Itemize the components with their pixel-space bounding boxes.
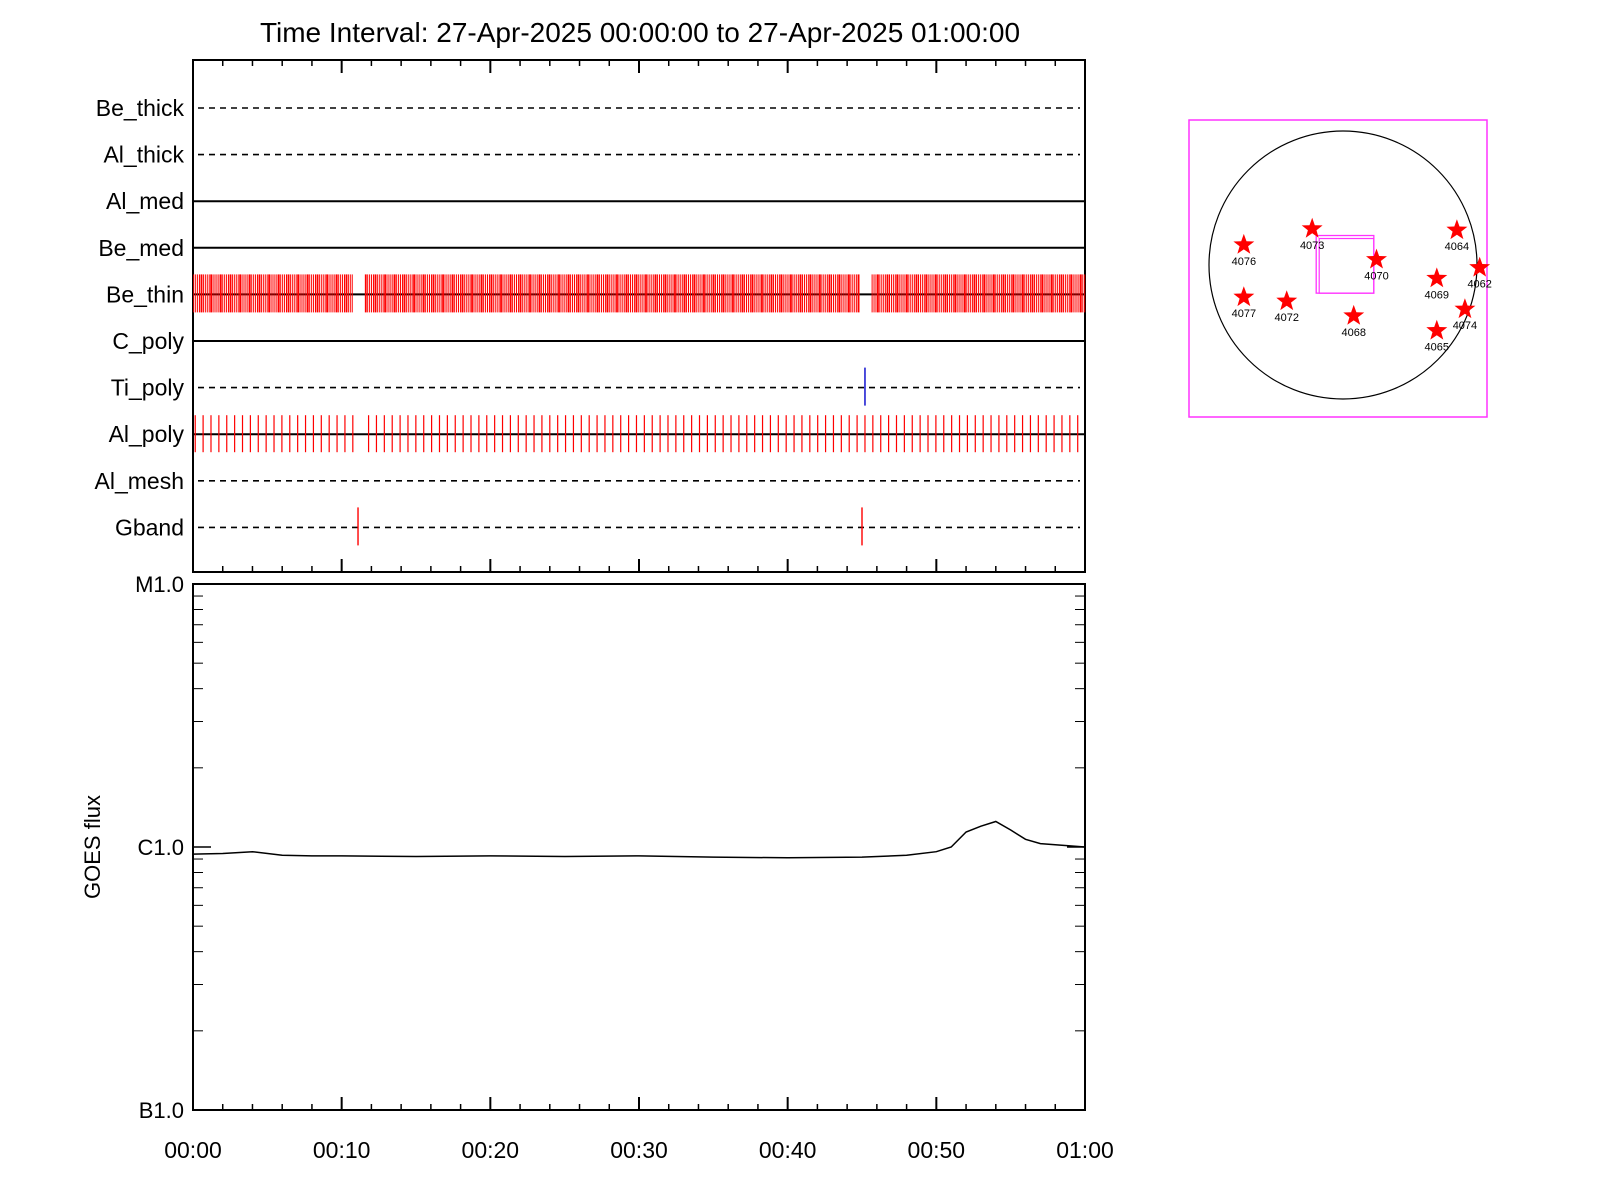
x-tick-label: 00:10: [313, 1137, 371, 1163]
sun-map-panel: 4076 4073 4070 4064 4062 4069 4077 4072 4068 4074…: [1188, 119, 1492, 418]
region-star: [1366, 248, 1387, 269]
region-label: 4069: [1425, 289, 1449, 301]
region-label: 4072: [1274, 312, 1298, 324]
x-tick-label: 01:00: [1056, 1137, 1114, 1163]
channel-label: Al_mesh: [95, 468, 184, 494]
y-axis-label: GOES flux: [80, 795, 105, 899]
region-label: 4077: [1232, 308, 1256, 320]
timeline-frame: [192, 59, 1086, 573]
region-label: 4064: [1445, 241, 1469, 253]
region-star: [1426, 267, 1448, 288]
region-star: [1454, 298, 1476, 319]
region-star: [1233, 233, 1255, 254]
region-star: [1426, 319, 1448, 340]
region-label: 4065: [1425, 342, 1449, 354]
fov-box-inner: [1318, 237, 1375, 294]
region-star: [1233, 286, 1255, 307]
region-label: 4070: [1364, 271, 1388, 283]
x-tick-label: 00:20: [462, 1137, 520, 1163]
y-tick-label: C1.0: [138, 835, 184, 860]
channel-label: Al_med: [106, 188, 184, 214]
region-star: [1343, 304, 1365, 325]
channel-label: Al_poly: [109, 421, 185, 447]
channel-label: C_poly: [112, 328, 184, 354]
region-label: 4074: [1453, 320, 1477, 332]
region-label: 4068: [1341, 327, 1365, 339]
channel-label: Be_med: [98, 235, 184, 261]
plot-title: Time Interval: 27-Apr-2025 00:00:00 to 2…: [260, 17, 1020, 48]
x-tick-label: 00:30: [610, 1137, 668, 1163]
channel-label: Be_thick: [96, 95, 185, 121]
x-tick-label: 00:50: [908, 1137, 966, 1163]
map-frame: [1188, 119, 1488, 418]
y-tick-label: B1.0: [139, 1098, 184, 1123]
region-label: 4062: [1467, 279, 1491, 291]
goes-flux-line: [192, 820, 1086, 859]
region-star: [1301, 217, 1323, 238]
x-tick-label: 00:40: [759, 1137, 817, 1163]
timeline-panel: Be_thick Al_thick Al_med Be_med Be_thin C_pol…: [95, 59, 1086, 573]
channel-label: Ti_poly: [111, 375, 185, 401]
x-tick-label: 00:00: [164, 1137, 222, 1163]
goes-flux-panel: 00:00 00:10 00:20 00:30 00:40 00:50 01:00 B1.0 C…: [80, 572, 1114, 1163]
fov-box: [1315, 234, 1375, 294]
channel-label: Al_thick: [103, 142, 184, 168]
region-label: 4076: [1232, 256, 1256, 268]
region-star: [1469, 256, 1491, 277]
region-star: [1276, 290, 1298, 311]
channel-label: Gband: [115, 514, 184, 540]
region-star: [1446, 219, 1468, 240]
region-label: 4073: [1300, 240, 1324, 252]
channel-label: Be_thin: [106, 281, 184, 307]
y-tick-label: M1.0: [135, 572, 184, 597]
